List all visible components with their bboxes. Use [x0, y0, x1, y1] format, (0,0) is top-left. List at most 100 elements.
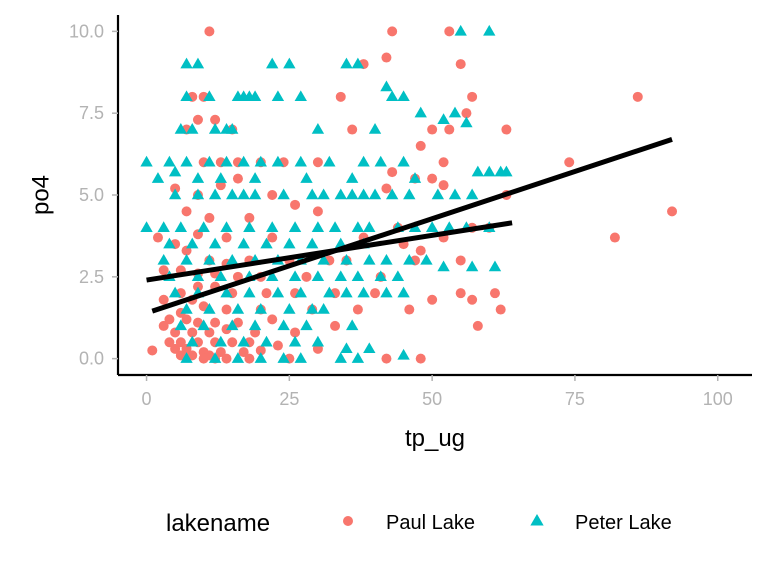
data-point-triangle	[157, 253, 170, 265]
data-point-circle	[335, 91, 346, 102]
data-point-triangle	[248, 90, 262, 102]
data-point-triangle	[317, 303, 330, 314]
data-point-triangle	[186, 237, 199, 249]
data-point-triangle	[340, 253, 353, 265]
data-point-triangle	[140, 221, 153, 232]
data-point-triangle	[368, 188, 382, 200]
data-point-circle	[192, 114, 203, 125]
data-point-triangle	[197, 319, 210, 331]
data-point-triangle	[385, 90, 399, 102]
data-point-circle	[170, 183, 181, 194]
data-point-circle	[267, 232, 278, 243]
data-point-triangle	[168, 286, 182, 298]
data-point-circle	[158, 320, 169, 331]
data-point-circle	[221, 232, 232, 243]
data-point-circle	[255, 345, 266, 356]
data-point-triangle	[300, 319, 313, 331]
data-point-circle	[667, 206, 678, 217]
data-point-triangle	[266, 57, 279, 69]
data-point-triangle	[357, 286, 370, 298]
data-point-triangle	[357, 188, 370, 200]
legend-label: Peter Lake	[575, 512, 672, 534]
data-point-triangle	[306, 237, 319, 249]
data-point-triangle	[191, 188, 205, 200]
data-point-triangle	[346, 319, 359, 331]
data-point-circle	[467, 91, 478, 102]
data-point-triangle	[248, 188, 262, 200]
data-point-triangle	[163, 237, 176, 249]
data-point-triangle	[237, 237, 250, 249]
data-point-triangle	[231, 303, 245, 314]
data-point-triangle	[260, 335, 273, 347]
data-point-circle	[609, 232, 620, 243]
data-point-circle	[244, 212, 255, 223]
data-point-triangle	[317, 188, 330, 200]
trendlines-layer	[146, 136, 673, 314]
data-point-triangle	[448, 106, 462, 118]
data-point-circle	[415, 353, 426, 364]
legend-key-triangle	[530, 514, 544, 526]
data-point-circle	[261, 288, 272, 299]
data-point-triangle	[311, 270, 325, 282]
data-point-circle	[238, 347, 249, 358]
data-point-circle	[472, 320, 483, 331]
data-point-triangle	[471, 165, 485, 177]
data-point-circle	[467, 294, 478, 305]
data-point-circle	[227, 337, 238, 348]
data-point-triangle	[208, 237, 222, 249]
data-point-triangle	[208, 188, 222, 200]
series-peter-lake	[140, 24, 513, 363]
legend-item-paul-lake: Paul Lake	[343, 512, 475, 534]
data-point-triangle	[408, 172, 422, 183]
data-point-triangle	[294, 352, 307, 363]
data-point-triangle	[180, 253, 193, 265]
data-point-triangle	[186, 335, 199, 347]
data-point-triangle	[340, 286, 353, 298]
data-point-triangle	[180, 303, 193, 314]
y-tick-label: 5.0	[79, 185, 104, 205]
data-point-triangle	[288, 221, 302, 232]
data-point-triangle	[203, 155, 216, 167]
data-point-triangle	[248, 172, 262, 183]
data-point-circle	[455, 59, 466, 70]
data-point-circle	[347, 124, 358, 135]
data-point-circle	[232, 173, 243, 184]
data-point-triangle	[437, 260, 450, 272]
data-point-circle	[181, 206, 192, 217]
data-point-triangle	[363, 253, 376, 265]
data-point-triangle	[197, 221, 210, 232]
data-point-triangle	[363, 342, 376, 354]
data-point-circle	[187, 327, 198, 338]
data-point-circle	[461, 108, 472, 119]
data-point-circle	[152, 232, 163, 243]
data-point-circle	[267, 190, 278, 200]
data-point-triangle	[266, 221, 279, 232]
x-axis-title: tp_ug	[405, 425, 465, 452]
legend: lakename Paul Lake Peter Lake	[166, 510, 672, 537]
data-point-triangle	[368, 123, 382, 134]
data-point-triangle	[431, 188, 445, 200]
data-point-triangle	[397, 155, 410, 167]
data-point-triangle	[340, 342, 353, 354]
data-point-circle	[438, 157, 449, 168]
data-point-triangle	[437, 113, 450, 124]
data-point-circle	[381, 183, 392, 194]
data-point-triangle	[214, 335, 227, 347]
data-point-triangle	[277, 188, 290, 200]
data-point-triangle	[500, 165, 513, 177]
data-point-circle	[244, 353, 255, 364]
data-point-triangle	[186, 123, 199, 134]
data-point-circle	[210, 317, 221, 328]
data-point-triangle	[163, 155, 176, 167]
x-tick-label: 25	[279, 389, 299, 409]
data-point-triangle	[191, 172, 205, 183]
x-tick-label: 75	[565, 389, 585, 409]
data-point-triangle	[203, 90, 216, 102]
data-point-circle	[444, 26, 455, 37]
data-point-circle	[170, 343, 181, 354]
data-point-circle	[267, 314, 278, 325]
data-point-triangle	[203, 303, 216, 314]
data-point-triangle	[306, 188, 319, 200]
legend-key-circle	[343, 516, 353, 526]
y-axis-title: po4	[27, 175, 54, 215]
